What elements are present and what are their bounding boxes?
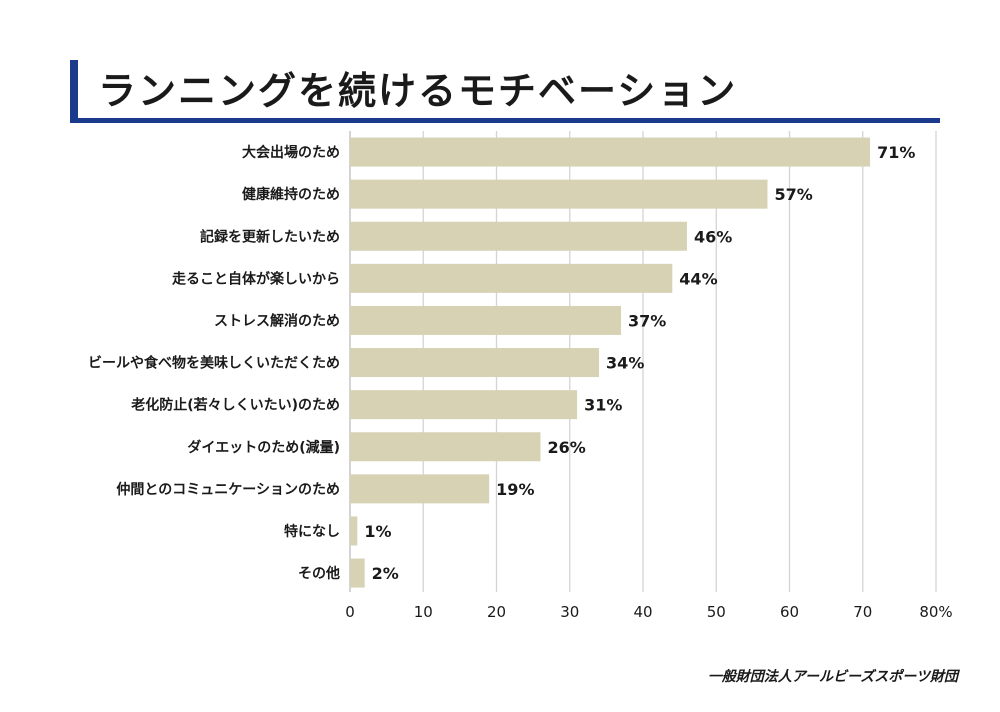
value-label: 37% (628, 311, 666, 330)
x-tick-label: 20 (487, 603, 506, 621)
bar (350, 432, 541, 462)
bar (350, 179, 768, 209)
category-label: その他 (298, 565, 340, 582)
title-accent-bar (70, 60, 78, 118)
category-label: ストレス解消のため (214, 312, 340, 329)
title-underline (70, 118, 940, 123)
category-label: 健康維持のため (242, 186, 340, 203)
bar (350, 558, 365, 588)
value-label: 1% (364, 522, 391, 541)
category-label: 仲間とのコミュニケーションのため (116, 481, 340, 498)
bar (350, 137, 871, 167)
category-label: 老化防止(若々しくいたい)のため (131, 397, 340, 414)
bar (350, 390, 578, 420)
x-tick-label: 40 (633, 603, 652, 621)
x-tick-label: 0 (345, 603, 355, 621)
bar (350, 305, 622, 335)
category-label: 走ること自体が楽しいから (172, 270, 340, 287)
bar (350, 263, 673, 293)
page-title: ランニングを続けるモチベーション (98, 69, 738, 113)
bar (350, 474, 490, 504)
value-label: 19% (496, 480, 534, 499)
value-label: 46% (694, 227, 732, 246)
x-tick-label: 60 (780, 603, 799, 621)
value-label: 34% (606, 354, 644, 373)
x-tick-label: 10 (414, 603, 433, 621)
footer-credit: 一般財団法人アールビーズスポーツ財団 (707, 669, 958, 685)
x-tick-label: 80% (919, 603, 952, 621)
x-tick-label: 70 (853, 603, 872, 621)
bar (350, 516, 358, 546)
x-tick-label: 50 (707, 603, 726, 621)
value-label: 26% (547, 438, 585, 457)
category-label: 大会出場のため (242, 144, 340, 161)
x-tick-label: 30 (560, 603, 579, 621)
value-label: 44% (679, 269, 717, 288)
value-label: 71% (877, 143, 915, 162)
value-label: 57% (775, 185, 813, 204)
bar (350, 348, 600, 378)
value-label: 31% (584, 396, 622, 415)
value-label: 2% (372, 564, 399, 583)
category-label: ビールや食べ物を美味しくいただくため (88, 355, 340, 372)
category-label: 記録を更新したいため (200, 228, 340, 245)
category-label: 特になし (284, 523, 340, 540)
bar (350, 221, 687, 251)
category-label: ダイエットのため(減量) (187, 439, 340, 456)
